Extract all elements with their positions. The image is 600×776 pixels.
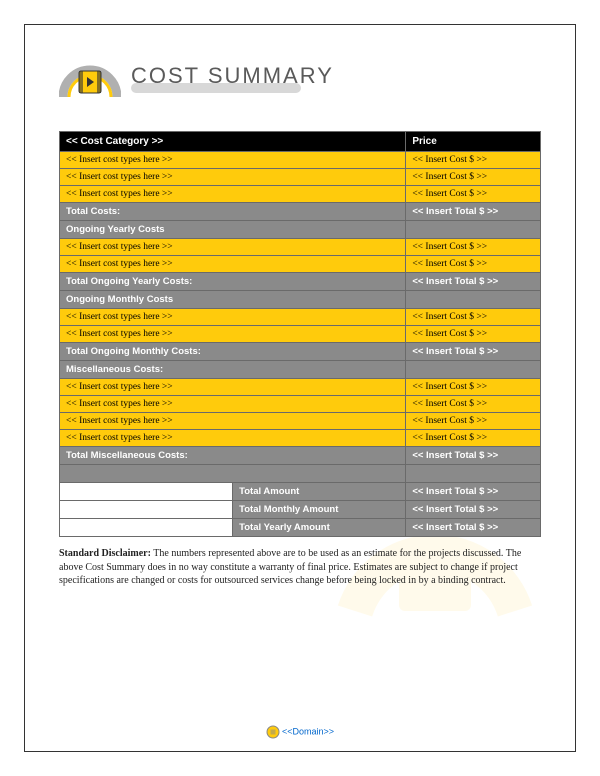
cost-table: << Cost Category >> Price << Insert cost… [59,131,541,537]
section-header-row: Ongoing Yearly Costs [60,221,541,239]
summary-row: Total Amount<< Insert Total $ >> [60,483,541,501]
subtotal-row: Total Ongoing Yearly Costs:<< Insert Tot… [60,273,541,291]
cost-row: << Insert cost types here >><< Insert Co… [60,379,541,396]
summary-row: Total Yearly Amount<< Insert Total $ >> [60,519,541,537]
subtotal-row: Total Ongoing Monthly Costs:<< Insert To… [60,343,541,361]
section-header-row: Miscellaneous Costs: [60,361,541,379]
subtotal-row: Total Miscellaneous Costs:<< Insert Tota… [60,447,541,465]
header-category: << Cost Category >> [60,132,406,152]
table-header-row: << Cost Category >> Price [60,132,541,152]
page-title: COST SUMMARY [131,63,334,89]
page: COST SUMMARY << Cost Category >> Price <… [24,24,576,752]
cost-row: << Insert cost types here >><< Insert Co… [60,239,541,256]
title-block: COST SUMMARY [131,63,334,93]
disclaimer-label: Standard Disclaimer: [59,548,151,559]
summary-row: Total Monthly Amount<< Insert Total $ >> [60,501,541,519]
footer: <<Domain>> [25,725,575,739]
cost-row: << Insert cost types here >><< Insert Co… [60,413,541,430]
cost-row: << Insert cost types here >><< Insert Co… [60,152,541,169]
section-header-row: Ongoing Monthly Costs [60,291,541,309]
header: COST SUMMARY [59,53,541,103]
cost-row: << Insert cost types here >><< Insert Co… [60,430,541,447]
cost-row: << Insert cost types here >><< Insert Co… [60,396,541,413]
subtotal-row: Total Costs:<< Insert Total $ >> [60,203,541,221]
cost-row: << Insert cost types here >><< Insert Co… [60,186,541,203]
cost-row: << Insert cost types here >><< Insert Co… [60,326,541,343]
header-price: Price [406,132,541,152]
cost-row: << Insert cost types here >><< Insert Co… [60,309,541,326]
logo-icon [59,53,121,103]
footer-text: <<Domain>> [282,726,334,736]
footer-icon [266,725,280,739]
cost-row: << Insert cost types here >><< Insert Co… [60,169,541,186]
blank-section-row [60,465,541,483]
disclaimer: Standard Disclaimer: The numbers represe… [59,547,541,588]
cost-row: << Insert cost types here >><< Insert Co… [60,256,541,273]
